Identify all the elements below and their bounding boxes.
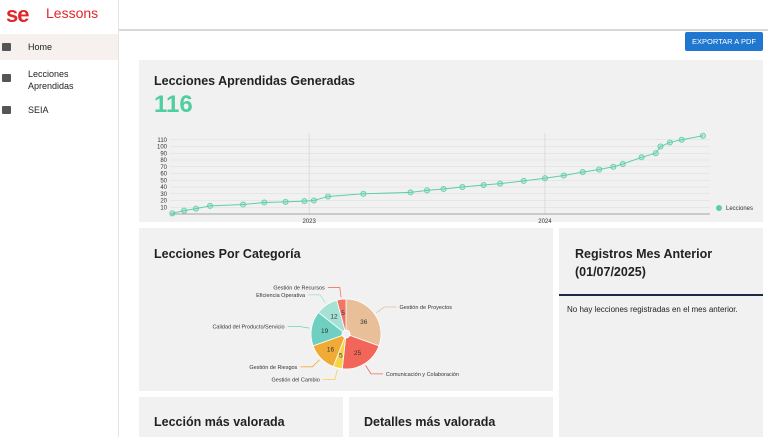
- slice-value: 5: [339, 353, 343, 360]
- point: [310, 197, 317, 204]
- point: [407, 189, 414, 196]
- point: [424, 187, 431, 194]
- card-title: Detalles más valorada: [364, 415, 496, 429]
- point: [541, 175, 548, 182]
- point: [207, 202, 214, 209]
- app-name: Lessons: [46, 5, 99, 21]
- point: [638, 154, 645, 161]
- point: [619, 161, 626, 168]
- slice-label: Eficiencia Operativa: [256, 293, 306, 299]
- slice-value: 36: [360, 319, 368, 326]
- nav-label: SEIA: [28, 105, 49, 115]
- point: [657, 143, 664, 150]
- sidebar: se Lessons Home Lecciones Aprendidas SEI…: [0, 0, 119, 437]
- nav-item[interactable]: Lecciones Aprendidas: [0, 64, 118, 94]
- nav-label: Lecciones Aprendidas: [28, 69, 74, 91]
- y-tick-label: 20: [160, 199, 167, 205]
- point: [459, 183, 466, 190]
- leader-line: [365, 365, 383, 375]
- top-bar: [119, 0, 768, 31]
- divider: [559, 294, 763, 296]
- x-tick-label: 2024: [538, 219, 552, 225]
- point: [440, 186, 447, 193]
- pie-chart: 36 Gestión de Proyectos 25 Comunicación y C…: [212, 285, 459, 384]
- top-lesson-card: Lección más valorada: [139, 397, 343, 437]
- legend-swatch: [716, 205, 722, 211]
- export-button[interactable]: EXPORTAR A PDF: [685, 32, 763, 51]
- y-tick-label: 40: [160, 185, 167, 191]
- slice-value: 25: [354, 350, 362, 357]
- nav-label: Home: [28, 42, 53, 52]
- point: [560, 172, 567, 179]
- y-tick-label: 100: [157, 145, 168, 151]
- point: [579, 169, 586, 176]
- leader-line: [308, 294, 326, 304]
- x-tick-label: 2023: [302, 219, 316, 225]
- slice-label: Comunicación y Colaboración: [386, 372, 459, 378]
- point: [610, 163, 617, 170]
- point: [282, 198, 289, 205]
- slice-value: 16: [327, 347, 335, 354]
- point: [699, 132, 706, 139]
- card-title: Registros Mes Anterior (01/07/2025): [575, 247, 713, 279]
- slice: [341, 334, 380, 370]
- point: [181, 207, 188, 214]
- point: [480, 181, 487, 188]
- point: [192, 205, 199, 212]
- slice: [345, 298, 382, 347]
- category-card: Lecciones Por Categoría 36 Gestión de Pro…: [139, 228, 553, 391]
- leader-line: [376, 306, 397, 314]
- point: [324, 193, 331, 200]
- point: [666, 139, 673, 146]
- nav-item[interactable]: Home: [0, 34, 118, 60]
- last-month-card: Registros Mes Anterior (01/07/2025) No h…: [559, 228, 763, 437]
- point: [169, 210, 176, 217]
- logo: se: [6, 2, 30, 27]
- message: No hay lecciones registradas en el mes a…: [567, 305, 738, 314]
- slice-label: Gestión de Recursos: [273, 285, 325, 291]
- y-tick-label: 50: [160, 178, 167, 184]
- leader-line: [287, 326, 310, 329]
- leader-line: [300, 359, 320, 368]
- point: [497, 180, 504, 187]
- top-details-card: Detalles más valorada: [349, 397, 553, 437]
- slice-value: 12: [330, 313, 338, 320]
- summary-card: Lecciones Aprendidas Generadas 116: [139, 60, 763, 222]
- slice-value: 5: [341, 310, 345, 317]
- point: [520, 177, 527, 184]
- card-title: Lecciones Por Categoría: [154, 247, 301, 261]
- slice-value: 19: [321, 328, 329, 335]
- point: [652, 150, 659, 157]
- total: 116: [154, 91, 193, 118]
- slice: [336, 298, 347, 331]
- y-tick-label: 30: [160, 192, 167, 198]
- slice-label: Gestión de Riesgos: [249, 365, 297, 371]
- point: [678, 136, 685, 143]
- y-tick-label: 70: [160, 165, 167, 171]
- card-title: Lección más valorada: [154, 415, 285, 429]
- slice-label: Gestión de Proyectos: [399, 305, 452, 311]
- point: [596, 166, 603, 173]
- point: [360, 190, 367, 197]
- card-title: Lecciones Aprendidas Generadas: [154, 74, 356, 88]
- y-tick-label: 90: [160, 151, 167, 157]
- slice-label: Gestión del Cambio: [272, 378, 320, 384]
- leader-line: [327, 287, 342, 298]
- nav-item[interactable]: SEIA: [0, 100, 118, 122]
- point: [240, 201, 247, 208]
- y-tick-label: 110: [157, 138, 167, 144]
- leader-line: [322, 369, 338, 381]
- legend-label: Lecciones: [726, 206, 753, 212]
- y-tick-label: 10: [160, 205, 167, 211]
- y-tick-label: 60: [160, 172, 167, 178]
- point: [301, 198, 308, 205]
- series-line: [172, 135, 704, 214]
- slice-label: Calidad del Producto/Servicio: [212, 325, 284, 331]
- y-tick-label: 80: [160, 158, 167, 164]
- point: [261, 199, 268, 206]
